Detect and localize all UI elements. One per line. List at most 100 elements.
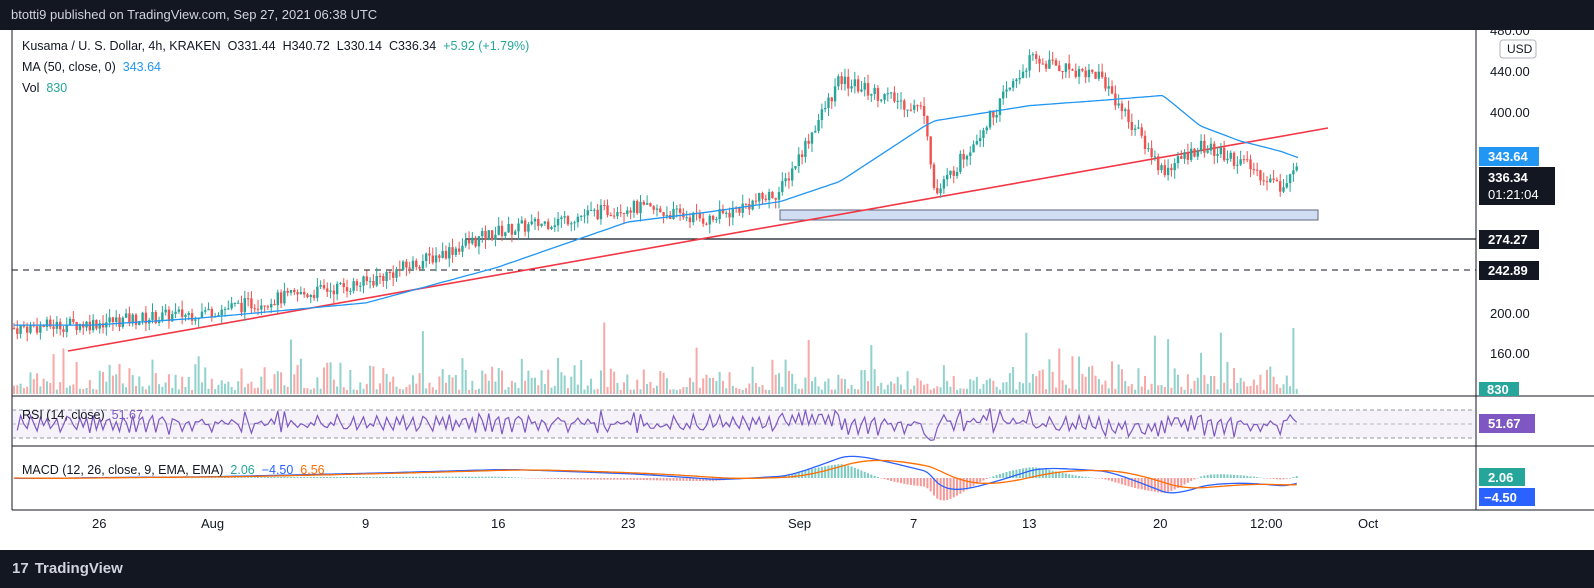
volume-bar [69, 385, 72, 394]
vol-legend[interactable]: Vol 830 [22, 81, 67, 95]
tradingview-logo[interactable]: 17 TradingView [12, 560, 123, 577]
volume-bar [1176, 374, 1179, 394]
volume-bar [520, 358, 523, 394]
volume-bar [471, 380, 474, 394]
ma-legend[interactable]: MA (50, close, 0) 343.64 [22, 60, 161, 74]
candle-body [725, 212, 728, 214]
volume-bar [286, 386, 289, 394]
volume-bar [111, 375, 114, 394]
macd-hist-bar [876, 476, 879, 478]
macd-hist-bar [632, 478, 635, 480]
volume-bar [814, 376, 817, 394]
volume-bar [580, 359, 583, 394]
volume-bar [1051, 371, 1054, 394]
candle-body [266, 306, 270, 308]
candle-body [72, 318, 75, 323]
currency-box[interactable] [1499, 39, 1537, 59]
candle-body [1173, 163, 1176, 171]
volume-bar [1216, 389, 1219, 394]
volume-bar [754, 383, 757, 394]
candle-body [1259, 170, 1262, 181]
macd-hist-bar [1028, 467, 1031, 478]
time-tick-oct: Oct [1358, 516, 1379, 531]
volume-bar [491, 366, 494, 394]
macd-hist-bar [194, 477, 197, 479]
candle-body [1074, 70, 1077, 77]
trendline[interactable] [67, 127, 1329, 352]
candle-body [573, 222, 576, 224]
rsi-value: 51.67 [111, 408, 143, 422]
macd-hist-bar [880, 478, 883, 479]
candle-body [556, 218, 560, 226]
candle-body [78, 323, 82, 331]
candle-body [12, 328, 16, 330]
candle-body [237, 302, 240, 304]
volume-bar [247, 383, 250, 394]
symbol-legend[interactable]: Kusama / U. S. Dollar, 4h, KRAKEN O331.4… [22, 39, 529, 53]
volume-bar [560, 372, 563, 394]
macd-hist-bar [873, 475, 876, 478]
macd-hist-bar [461, 476, 464, 478]
macd-legend[interactable]: MACD (12, 26, close, 9, EMA, EMA) 2.06 −… [22, 463, 325, 477]
candle-body [642, 201, 646, 205]
macd-hist-bar [177, 477, 180, 479]
candle-body [708, 215, 711, 225]
macd-hist-bar [606, 478, 609, 480]
volume-bar [1025, 332, 1028, 394]
volume-bar [306, 388, 309, 394]
candle-body [68, 318, 72, 326]
macd-hist-bar [286, 477, 289, 478]
rsi-label: RSI (14, close) [22, 408, 105, 422]
candle-body [870, 94, 873, 96]
volume-bar [230, 386, 233, 394]
candle-body [936, 187, 939, 194]
volume-bar [616, 382, 619, 394]
macd-hist-bar [850, 466, 853, 478]
ohlc-high: H340.72 [282, 39, 330, 53]
candle-body [685, 217, 688, 219]
macd-hist-bar [1167, 478, 1170, 493]
candle-body [1222, 147, 1226, 161]
support-zone[interactable] [779, 209, 1319, 221]
candle-body [223, 308, 227, 310]
ohlc-low: L330.14 [336, 39, 382, 53]
macd-badge-1 [1479, 468, 1525, 486]
volume-bar [867, 381, 870, 394]
macd-hist-bar [1074, 475, 1077, 478]
volume-bar [26, 386, 29, 394]
volume-bar [1134, 389, 1137, 394]
macd-hist-bar [1176, 478, 1179, 488]
macd-hist-bar [1031, 467, 1034, 478]
macd-hist-bar [375, 476, 378, 478]
candle-body [352, 281, 355, 291]
macd-hist-bar [224, 477, 227, 478]
macd-signal-value: 6.56 [300, 463, 325, 477]
volume-bar [847, 388, 850, 394]
volume-bar [646, 383, 649, 394]
macd-hist-bar [316, 476, 319, 478]
candle-body [955, 171, 959, 176]
macd-hist-bar [995, 475, 998, 478]
volume-bar [1170, 387, 1173, 394]
macd-badge-2-text: −4.50 [1484, 490, 1517, 505]
candle-body [49, 319, 52, 327]
candle-body [774, 198, 777, 200]
candle-body [1120, 103, 1124, 112]
volume-bar [1266, 369, 1269, 394]
rsi-legend[interactable]: RSI (14, close) 51.67 [22, 408, 143, 422]
chart-frame[interactable]: 480.00 USD 440.00 400.00 200.00 160.00 3… [0, 23, 1594, 550]
macd-hist-bar [665, 478, 668, 481]
macd-hist-bar [623, 478, 626, 480]
volume-bar [900, 384, 903, 394]
price-chart[interactable]: 480.00 USD 440.00 400.00 200.00 160.00 3… [0, 23, 1594, 550]
macd-hist-bar [1097, 478, 1100, 479]
candle-body [388, 271, 392, 273]
volume-bar [923, 384, 926, 394]
candle-body [636, 201, 639, 214]
macd-hist-bar [270, 477, 273, 478]
volume-bar [517, 387, 520, 394]
macd-hist-bar [458, 476, 461, 478]
macd-hist-bar [369, 476, 372, 478]
candle-body [1295, 166, 1298, 171]
macd-hist-bar [491, 476, 494, 478]
